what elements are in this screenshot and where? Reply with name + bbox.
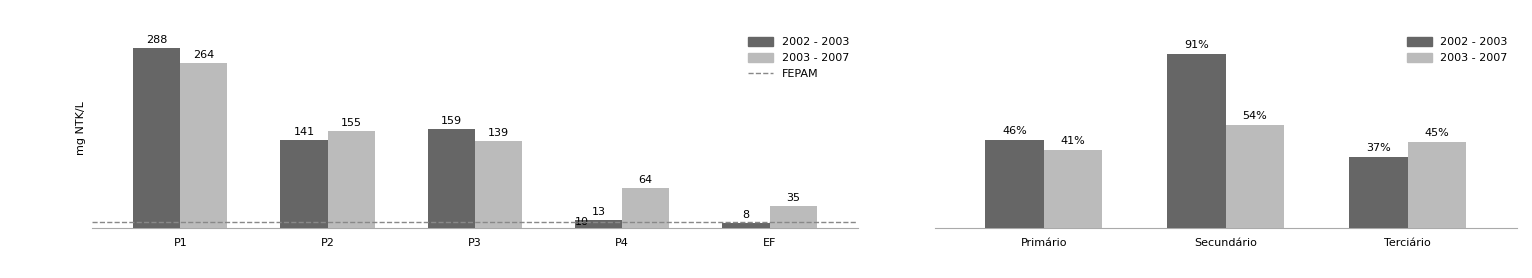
- Text: 37%: 37%: [1367, 143, 1391, 153]
- Text: 10: 10: [574, 217, 588, 227]
- Text: 54%: 54%: [1242, 111, 1267, 121]
- Bar: [574, 220, 622, 228]
- Legend: 2002 - 2003, 2003 - 2007: 2002 - 2003, 2003 - 2007: [1403, 33, 1511, 66]
- Bar: [475, 141, 522, 228]
- Bar: [181, 63, 227, 228]
- Bar: [622, 188, 669, 228]
- Bar: [1350, 157, 1408, 228]
- Text: 288: 288: [146, 35, 167, 45]
- Text: 35: 35: [786, 193, 800, 203]
- Bar: [280, 140, 328, 228]
- Text: 155: 155: [340, 118, 362, 128]
- Text: 13: 13: [591, 207, 605, 217]
- Bar: [427, 128, 475, 228]
- Bar: [769, 206, 817, 228]
- Bar: [723, 223, 769, 228]
- Bar: [1408, 142, 1466, 228]
- Text: 141: 141: [294, 127, 314, 137]
- Text: 139: 139: [487, 128, 509, 138]
- Text: 8: 8: [743, 210, 749, 220]
- Text: 64: 64: [639, 175, 653, 185]
- Text: 45%: 45%: [1425, 128, 1449, 138]
- Bar: [985, 140, 1043, 228]
- Bar: [328, 131, 375, 228]
- Text: 46%: 46%: [1002, 126, 1026, 136]
- Y-axis label: mg NTK/L: mg NTK/L: [77, 101, 86, 155]
- Bar: [1167, 54, 1226, 228]
- Bar: [1226, 125, 1284, 228]
- Legend: 2002 - 2003, 2003 - 2007, FEPAM: 2002 - 2003, 2003 - 2007, FEPAM: [745, 33, 852, 83]
- Text: 264: 264: [193, 50, 214, 60]
- Text: 159: 159: [441, 115, 463, 125]
- Bar: [1043, 150, 1102, 228]
- Text: 91%: 91%: [1184, 41, 1209, 51]
- Bar: [133, 48, 181, 228]
- Text: 41%: 41%: [1060, 136, 1085, 146]
